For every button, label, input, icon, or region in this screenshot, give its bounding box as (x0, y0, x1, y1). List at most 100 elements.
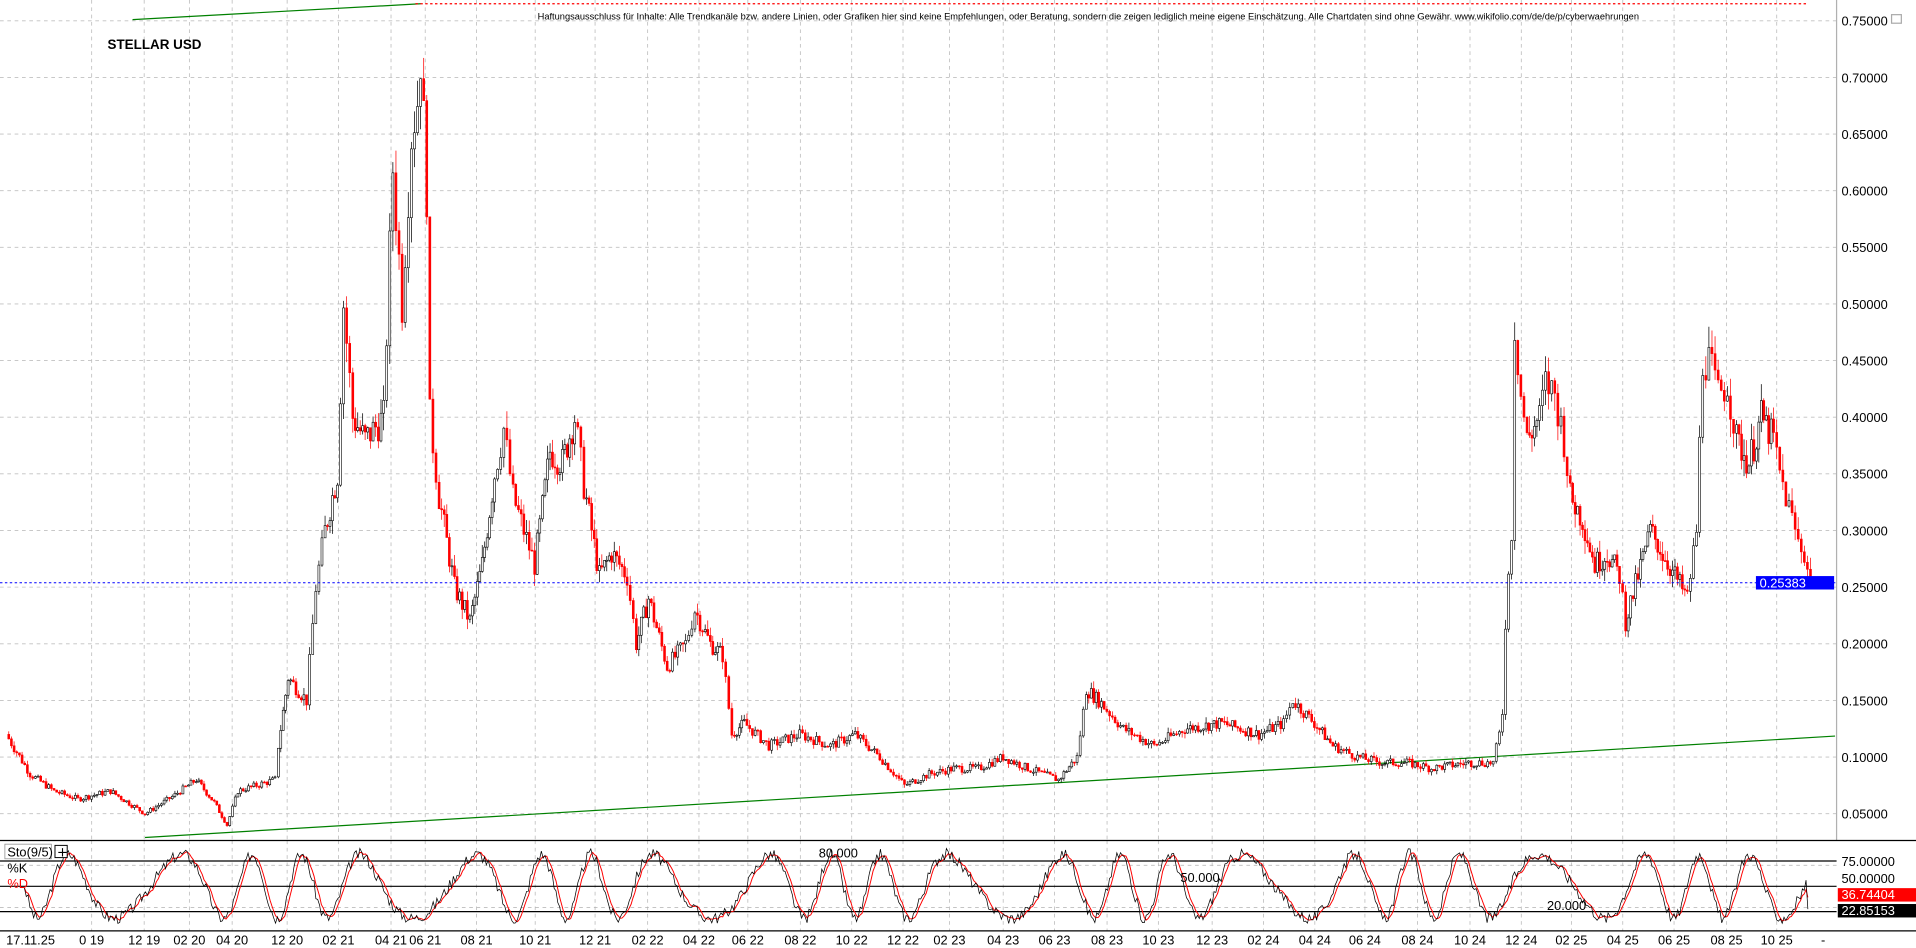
candle-body (1048, 771, 1052, 775)
candle-body (26, 764, 29, 774)
candle-body (1629, 595, 1632, 619)
candle-body (823, 745, 827, 748)
candle-body (66, 794, 69, 797)
candle-body (1480, 760, 1484, 766)
candle-body (642, 606, 646, 618)
candle-body (488, 517, 491, 539)
candle-body (753, 729, 757, 736)
candle-body (831, 741, 835, 745)
candle-body (738, 727, 741, 736)
candle-body (1750, 439, 1753, 467)
candle-body (212, 799, 216, 802)
candle-body (453, 565, 456, 577)
candle-body (1294, 703, 1297, 708)
date-tick-label: 02 23 (933, 932, 965, 947)
candle-body (845, 740, 849, 744)
candle-body (1603, 561, 1607, 570)
candle-body (1220, 718, 1224, 722)
candle-body (916, 782, 920, 784)
k-line (24, 847, 1809, 925)
candle-body (1806, 562, 1809, 570)
candle-body (478, 571, 482, 582)
candle-body (394, 172, 398, 231)
candle-body (781, 736, 785, 743)
candle-body (625, 576, 629, 586)
candle-body (1029, 770, 1032, 773)
candle-body (328, 520, 332, 527)
candle-body (42, 780, 45, 783)
candle-body (864, 738, 868, 747)
candle-body (493, 478, 496, 503)
candle-body (1541, 389, 1544, 406)
candle-body (189, 779, 193, 786)
price-tick-label: 0.20000 (1841, 637, 1887, 652)
candle-body (519, 509, 523, 515)
candle-body (1057, 778, 1060, 781)
candle-body (297, 694, 300, 699)
candle-body (1113, 716, 1117, 723)
candle-body (1380, 764, 1384, 766)
level-80-label: 80.000 (819, 846, 858, 861)
candle-body (756, 729, 760, 732)
candle-body (1111, 715, 1114, 718)
candle-body (361, 425, 364, 432)
candle-body (1350, 753, 1354, 759)
candle-body (210, 797, 213, 801)
candle-body (773, 739, 776, 741)
candle-body (590, 503, 593, 531)
candle-body (336, 484, 339, 499)
candle-body (644, 606, 648, 619)
candle-body (1416, 762, 1420, 768)
candle-body (721, 645, 724, 663)
candle-body (1299, 703, 1303, 714)
price-tick-label: 0.25000 (1841, 580, 1887, 595)
candle-body (257, 786, 261, 788)
candle-body (1528, 432, 1531, 436)
candle-body (933, 773, 936, 776)
candle-body (1070, 761, 1074, 768)
candle-body (289, 679, 293, 682)
candle-body (52, 788, 56, 791)
candle-body (58, 791, 61, 794)
trendline (144, 735, 1836, 839)
price-axis: 0.75000 0.70000 0.65000 0.60000 0.55000 0.500… (1841, 14, 1887, 822)
add-indicator-button[interactable] (54, 844, 68, 859)
date-tick-label: 12 22 (887, 932, 919, 947)
candle-body (1408, 758, 1411, 761)
candle-body (44, 781, 48, 789)
candle-body (605, 559, 609, 562)
candle-body (1094, 691, 1098, 703)
candle-body (709, 635, 712, 642)
candle-body (1202, 728, 1205, 731)
candle-body (1483, 764, 1487, 768)
indicator-label-box[interactable] (4, 843, 52, 860)
collapse-icon[interactable] (1890, 14, 1902, 24)
candle-body (1723, 390, 1726, 402)
candle-body (428, 216, 432, 400)
candle-body (1236, 726, 1240, 729)
candle-body (671, 651, 674, 672)
candle-body (1740, 433, 1743, 461)
candle-body (1666, 560, 1669, 570)
candle-body (1461, 763, 1465, 766)
candle-body (1440, 765, 1444, 770)
candle-body (977, 764, 980, 767)
candle-body (1318, 727, 1321, 731)
candle-body (1172, 733, 1176, 736)
candle-body (1550, 380, 1553, 395)
trendlines (132, 3, 1836, 839)
candle-body (1411, 758, 1414, 768)
candle-body (894, 774, 898, 777)
candle-body (834, 741, 838, 748)
candle-body (68, 795, 72, 799)
candle-body (1649, 524, 1652, 533)
candle-body (31, 776, 35, 779)
candle-body (1136, 734, 1139, 737)
candle-body (1089, 688, 1093, 699)
candle-body (635, 618, 638, 651)
candle-body (911, 779, 914, 782)
candle-body (1369, 755, 1373, 762)
candle-body (1015, 761, 1019, 765)
candle-body (79, 797, 82, 802)
candle-body (576, 422, 580, 428)
